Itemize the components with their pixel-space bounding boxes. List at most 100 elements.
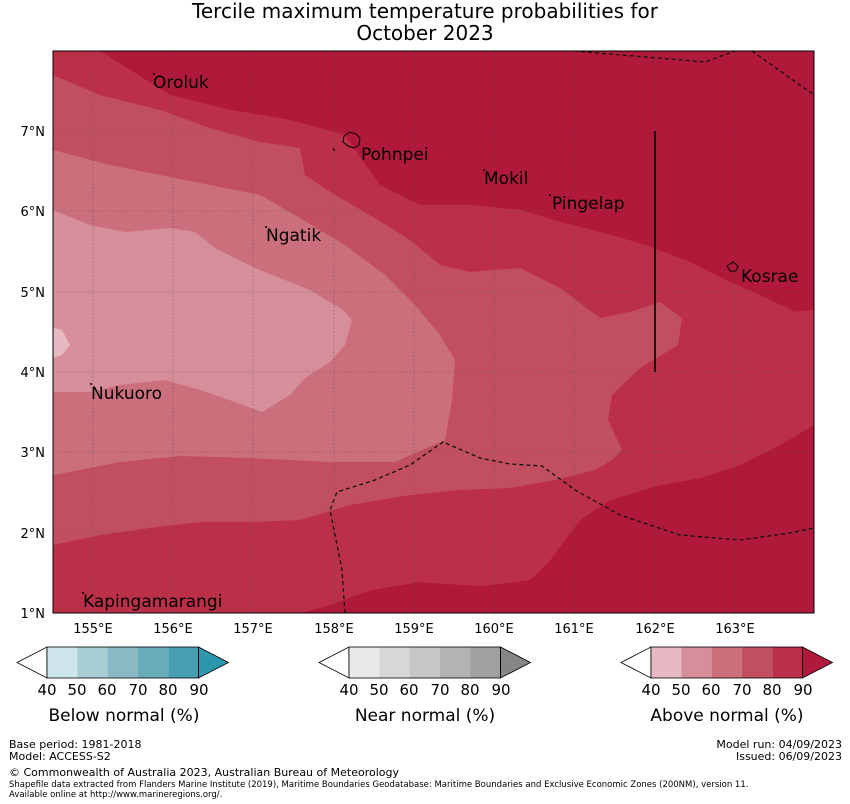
kosrae-island-icon	[726, 261, 739, 272]
colorbar-extend-high	[500, 646, 532, 679]
contour-above-80	[53, 51, 814, 485]
colorbar-outline	[650, 646, 803, 679]
lat-tick: 4°N	[21, 366, 46, 381]
legend-tick: 70	[128, 681, 148, 699]
title-line-2: October 2023	[356, 21, 494, 45]
place-label-nukuoro: Nukuoro	[91, 384, 162, 404]
lon-tick: 160°E	[474, 622, 514, 637]
colorbar-segment	[651, 647, 682, 678]
colorbar-segment	[711, 647, 742, 678]
contour-above-80-south	[53, 450, 660, 613]
copyright: © Commonwealth of Australia 2023, Austra…	[9, 766, 399, 779]
colorbar-extend-high	[802, 646, 834, 679]
place-label-pohnpei: Pohnpei	[361, 145, 429, 165]
colorbar-segment	[77, 647, 108, 678]
colorbar-above-normal	[620, 646, 834, 679]
legend-tick: 90	[189, 681, 209, 699]
lat-axis-labels: 7°N 6°N 5°N 4°N 3°N 2°N 1°N	[21, 125, 46, 622]
chart-title: Tercile maximum temperature probabilitie…	[0, 0, 850, 44]
place-label-kosrae: Kosrae	[741, 267, 798, 287]
lat-tick: 2°N	[21, 527, 46, 542]
contour-above-90-top	[100, 51, 814, 312]
lon-tick: 155°E	[73, 622, 113, 637]
legend-tick: 40	[641, 681, 661, 699]
colorbar-segment	[741, 647, 773, 678]
legend-tick: 50	[671, 681, 691, 699]
lon-tick: 163°E	[715, 622, 755, 637]
lat-tick: 1°N	[21, 607, 46, 622]
legend-tick: 90	[793, 681, 813, 699]
colorbar-extend-low	[318, 646, 350, 679]
legend-below-title: Below normal (%)	[48, 706, 200, 726]
lat-tick: 5°N	[21, 286, 46, 301]
colorbar-segment	[379, 647, 410, 678]
contour-above-40	[53, 328, 70, 358]
place-label-pingelap: Pingelap	[552, 194, 625, 214]
lat-tick: 7°N	[21, 125, 46, 140]
legend-tick: 70	[430, 681, 450, 699]
footer-left: Base period: 1981-2018 Model: ACCESS-S2	[9, 739, 141, 763]
legend-tick: 50	[369, 681, 389, 699]
model-name: Model: ACCESS-S2	[9, 750, 111, 763]
colorbar-outline	[46, 646, 199, 679]
colorbar-extend-high	[198, 646, 230, 679]
legend-tick: 80	[460, 681, 480, 699]
map-frame	[52, 50, 815, 614]
colorbar-below-normal	[16, 646, 230, 679]
colorbar-segment	[681, 647, 712, 678]
colorbar-segment	[470, 647, 501, 678]
legend-tick: 80	[158, 681, 178, 699]
contour-above-90-bottom	[300, 425, 814, 613]
place-label-oroluk: Oroluk	[153, 73, 209, 93]
legend-tick: 80	[762, 681, 782, 699]
lon-tick: 159°E	[394, 622, 434, 637]
lat-tick: 3°N	[21, 446, 46, 461]
lon-axis-labels: 155°E 156°E 157°E 158°E 159°E 160°E 161°…	[73, 622, 755, 637]
place-label-mokil: Mokil	[484, 169, 528, 189]
shapefile-credit-line-2: Available online at http://www.marinereg…	[9, 790, 223, 800]
legend-above-title: Above normal (%)	[650, 706, 804, 726]
lon-tick: 158°E	[314, 622, 354, 637]
shapefile-credit-line-1: Shapefile data extracted from Flanders M…	[9, 780, 749, 790]
probability-contours	[53, 51, 814, 613]
legend-tick: 60	[399, 681, 419, 699]
colorbar-segment	[772, 647, 803, 678]
legend-tick: 60	[97, 681, 117, 699]
legend-tick: 40	[339, 681, 359, 699]
shapefile-credit: Shapefile data extracted from Flanders M…	[9, 780, 748, 800]
contour-above-50	[53, 210, 352, 412]
base-period: Base period: 1981-2018	[9, 738, 142, 751]
place-label-ngatik: Ngatik	[266, 226, 321, 246]
colorbar-segment	[168, 647, 199, 678]
colorbar-extend-low	[620, 646, 652, 679]
footer-right: Model run: 04/09/2023 Issued: 06/09/2023	[716, 739, 842, 763]
place-markers	[82, 73, 551, 594]
colorbar-segment	[107, 647, 138, 678]
lon-tick: 161°E	[554, 622, 594, 637]
colorbar-segment	[47, 647, 78, 678]
eez-boundaries	[329, 51, 814, 613]
pohnpei-island-icon	[342, 131, 361, 149]
legend-tick: 50	[67, 681, 87, 699]
lat-tick: 6°N	[21, 205, 46, 220]
colorbar-segment	[439, 647, 471, 678]
colorbar-extend-low	[16, 646, 48, 679]
issued-date: Issued: 06/09/2023	[735, 750, 842, 763]
islands	[332, 131, 739, 272]
lon-tick: 157°E	[233, 622, 273, 637]
legend-near-title: Near normal (%)	[354, 706, 496, 726]
colorbar-outline	[348, 646, 501, 679]
legend-tick: 70	[732, 681, 752, 699]
place-label-kapingamarangi: Kapingamarangi	[83, 592, 222, 612]
title-line-1: Tercile maximum temperature probabilitie…	[192, 0, 658, 23]
colorbar-segment	[409, 647, 440, 678]
model-run: Model run: 04/09/2023	[716, 738, 842, 751]
colorbar-segment	[349, 647, 380, 678]
lon-tick: 162°E	[635, 622, 675, 637]
colorbar-segment	[137, 647, 169, 678]
lon-tick: 156°E	[153, 622, 193, 637]
colorbar-near-normal	[318, 646, 532, 679]
place-labels: Oroluk Pohnpei Mokil Pingelap Ngatik Kos…	[83, 73, 798, 612]
legend-tick: 60	[701, 681, 721, 699]
